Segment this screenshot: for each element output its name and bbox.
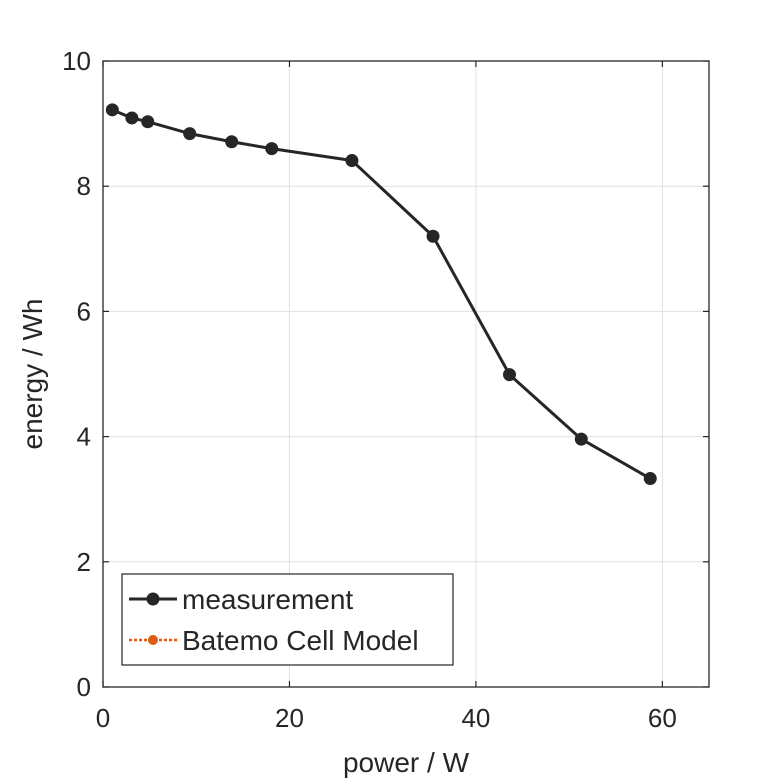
x-tick-label: 60 (648, 703, 677, 733)
data-point-measurement (183, 127, 197, 141)
data-point-measurement (345, 154, 359, 168)
legend-box (121, 573, 454, 666)
plot-frame (102, 60, 710, 688)
data-point-measurement (141, 115, 155, 129)
x-tick-label: 0 (96, 703, 110, 733)
y-tick-label: 2 (77, 547, 91, 577)
x-tick-label: 20 (275, 703, 304, 733)
legend-marker-measurement (146, 592, 160, 606)
y-tick-label: 8 (77, 171, 91, 201)
legend-label-measurement: measurement (182, 584, 353, 615)
x-tick-label: 40 (461, 703, 490, 733)
y-tick-label: 10 (62, 46, 91, 76)
data-point-measurement (643, 472, 657, 486)
data-point-measurement (426, 229, 440, 243)
legend-marker-batemo (148, 635, 158, 645)
data-point-measurement (265, 142, 279, 156)
series-layer (105, 103, 657, 486)
y-tick-label: 6 (77, 296, 91, 326)
y-tick-label: 0 (77, 672, 91, 702)
y-axis-label: energy / Wh (17, 299, 48, 450)
data-point-measurement (125, 111, 139, 125)
y-tick-label: 4 (77, 422, 91, 452)
data-point-measurement (502, 368, 516, 382)
legend-label-batemo: Batemo Cell Model (182, 625, 419, 656)
x-axis-label: power / W (343, 747, 470, 778)
data-point-measurement (225, 135, 239, 149)
data-point-measurement (105, 103, 119, 117)
data-point-measurement (574, 432, 588, 446)
ticks: 0 20 40 60 0 2 4 6 8 10 (62, 46, 709, 733)
legend: measurement Batemo Cell Model (121, 573, 454, 666)
